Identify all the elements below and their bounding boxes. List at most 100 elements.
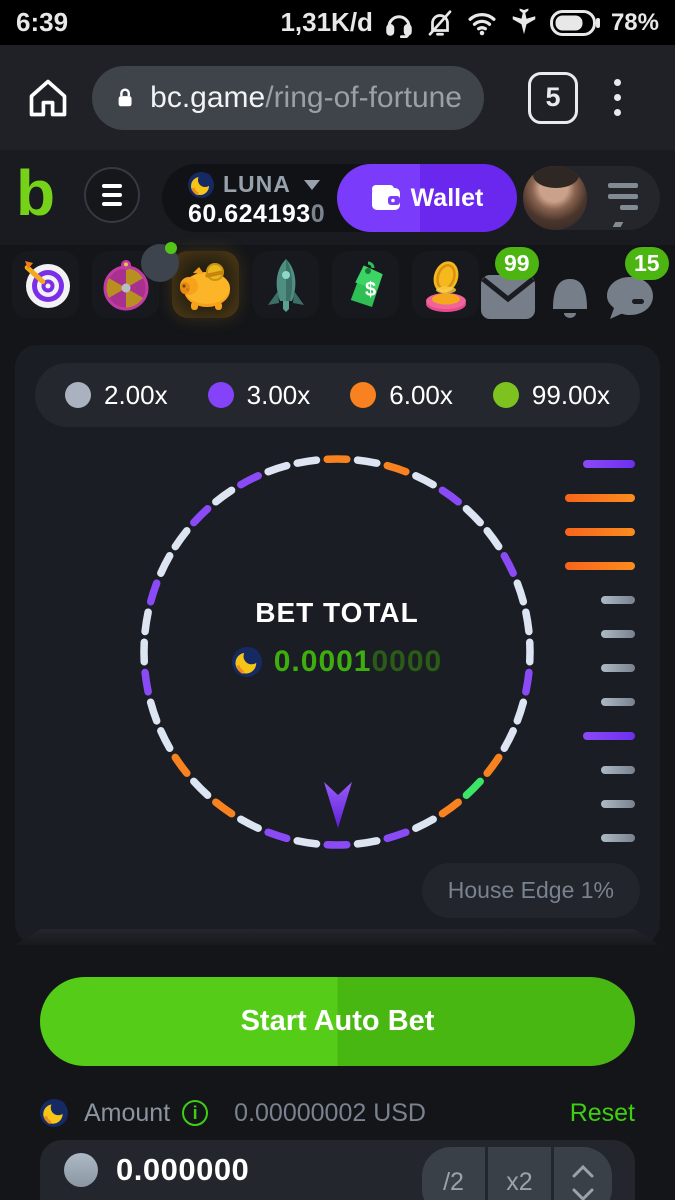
history-bar [601,834,635,842]
history-bar [601,630,635,638]
bet-amount-input[interactable]: 0.000000 /2 x2 [40,1140,635,1200]
wallet-button[interactable]: Wallet [337,164,517,232]
chat-icon[interactable] [605,275,655,321]
wallet-icon [371,185,400,210]
nav-tile-price-tag[interactable]: $ [332,251,399,318]
legend-dot-icon [350,382,377,408]
wheel-dash [462,505,484,527]
luna-coin-icon [40,1099,68,1127]
wheel-dash [141,608,152,636]
wheel-dash [353,456,381,467]
site-menu-button[interactable] [84,167,140,223]
wheel-dash [412,815,437,832]
mail-icon[interactable] [481,275,535,319]
wheel-dash [500,552,517,577]
url-bar[interactable]: bc.game/ring-of-fortune [92,65,484,130]
wheel-dash [171,753,191,777]
fortune-wheel-icon [103,259,148,310]
wheel-dash [264,461,291,476]
luna-coin-icon [188,171,214,198]
wheel-dash [146,579,161,606]
wheel-dash [293,837,321,848]
legend-dot-icon [207,382,234,408]
coin-placeholder-icon [64,1153,98,1187]
wheel-dash [522,668,533,696]
nav-tile-piggy-bank[interactable] [172,251,239,318]
wheel-dash [237,472,262,489]
reset-button[interactable]: Reset [569,1098,635,1127]
browser-menu-button[interactable] [614,79,621,116]
wheel-dash [212,798,236,818]
home-icon[interactable] [26,75,70,121]
history-bar [601,800,635,808]
profile-pill [523,166,660,230]
wheel-dash [438,798,462,818]
chevron-down-icon [572,1188,594,1200]
wheel-dash [383,828,410,843]
chevron-up-icon [572,1164,594,1177]
game-nav: $ 99 15 [0,242,675,345]
amount-stepper[interactable] [554,1147,612,1200]
legend-label: 99.00x [531,379,610,410]
amount-row: Amount i 0.00000002 USD Reset [40,1093,635,1133]
wheel-dash [146,698,161,725]
bet-list-icon[interactable] [608,183,642,227]
data-rate: 1,31K/d [280,7,373,37]
wheel-pointer-icon [324,782,352,828]
nav-tile-rocket[interactable] [252,251,319,318]
results-history [565,460,635,868]
coin-pile-icon [425,260,466,312]
legend-label: 3.00x [246,379,311,410]
game-panel: 2.00x 3.00x 6.00x 99.00x BET TOTAL 0.000100… [15,345,660,945]
nav-tile-coin-pile[interactable] [412,251,479,318]
history-bar [583,460,635,468]
wheel-dash [171,527,191,551]
price-tag-icon: $ [350,261,383,307]
wheel-dash [522,608,533,636]
nav-tile-fortune-wheel[interactable] [92,251,159,318]
wheel-dash [353,837,381,848]
bet-total-amount: 0.00010000 [273,645,443,678]
nav-tile-dart-target[interactable] [12,251,79,318]
bet-amount-value: 0.000000 [116,1152,250,1187]
browser-bar: bc.game/ring-of-fortune 5 [0,45,675,150]
bell-icon[interactable] [547,271,593,321]
rocket-icon [267,258,304,312]
wheel-dash [237,815,262,832]
balance-pill[interactable]: LUNA 60.6241930 Wallet [162,164,517,232]
piggy-bank-icon [179,262,230,310]
url-text: bc.game/ring-of-fortune [150,81,462,115]
legend-dot-icon [492,382,519,408]
house-edge-badge: House Edge 1% [421,863,640,918]
amount-label: Amount [84,1098,171,1127]
history-bar [583,732,635,740]
half-button[interactable]: /2 [422,1147,485,1200]
double-button[interactable]: x2 [488,1147,551,1200]
wheel-dash [462,777,484,799]
battery-percent: 78% [610,8,659,36]
tab-counter-button[interactable]: 5 [528,71,578,124]
avatar[interactable] [523,166,587,230]
airplane-icon [512,8,536,34]
legend-item: 3.00x [207,379,311,411]
wallet-label: Wallet [410,183,484,212]
legend-label: 6.00x [389,379,453,410]
legend-item: 99.00x [492,379,610,411]
wheel-dash [141,668,152,696]
wheel-dash [412,472,437,489]
legend-label: 2.00x [104,379,168,410]
wheel-dash [438,486,462,506]
history-bar [601,596,635,604]
chevron-down-icon [303,179,320,190]
start-auto-bet-button[interactable]: Start Auto Bet [40,977,635,1066]
wheel-dash [157,552,174,577]
fortune-ring [140,455,534,849]
bc-logo[interactable]: b [16,157,56,229]
info-icon[interactable]: i [182,1100,209,1126]
history-bar [601,698,635,706]
history-bar [565,562,635,570]
mail-badge: 99 [495,247,539,280]
url-host: bc.game [150,80,266,114]
wheel-dash [500,727,517,752]
